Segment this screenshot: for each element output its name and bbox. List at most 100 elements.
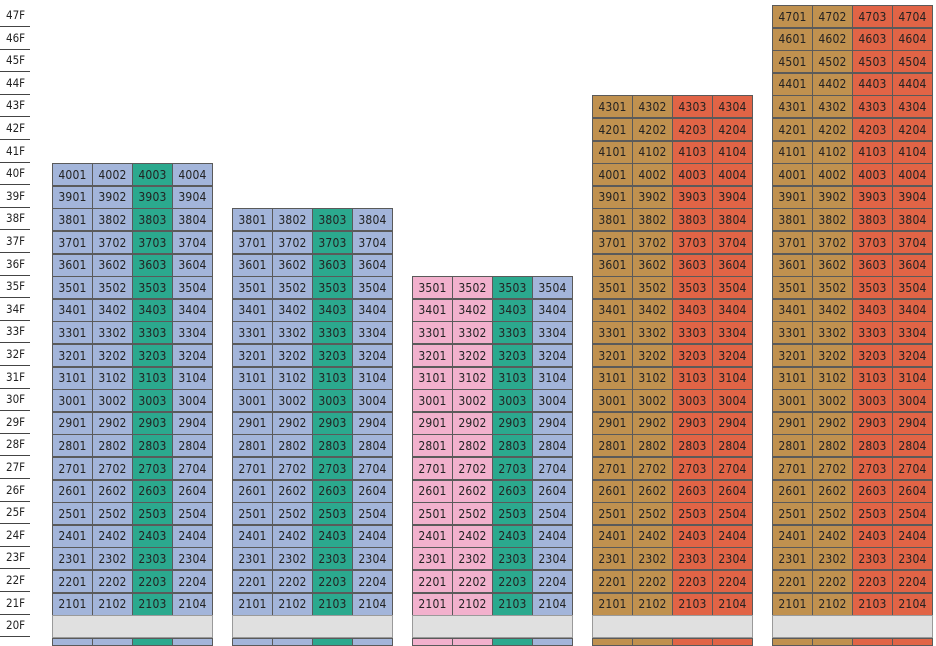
- unit-2901[interactable]: 2901: [412, 411, 453, 435]
- unit-3702[interactable]: 3702: [92, 231, 133, 254]
- unit-2303[interactable]: 2303: [672, 547, 713, 571]
- unit-3504[interactable]: 3504: [712, 276, 753, 300]
- unit-3203[interactable]: 3203: [312, 344, 353, 367]
- unit-3402[interactable]: 3402: [272, 298, 313, 322]
- unit-3602[interactable]: 3602: [92, 253, 133, 277]
- unit-3603[interactable]: 3603: [852, 253, 893, 277]
- unit-3504[interactable]: 3504: [352, 276, 393, 300]
- unit-2901[interactable]: 2901: [52, 411, 93, 435]
- unit-2302[interactable]: 2302: [812, 547, 853, 571]
- unit-2403[interactable]: 2403: [312, 524, 353, 548]
- unit-3004[interactable]: 3004: [172, 389, 213, 413]
- unit-2501[interactable]: 2501: [772, 502, 813, 526]
- unit-3601[interactable]: 3601: [592, 253, 633, 277]
- unit-2204[interactable]: 2204: [352, 570, 393, 593]
- unit-2503[interactable]: 2503: [132, 502, 173, 526]
- unit-3201[interactable]: 3201: [232, 344, 273, 367]
- unit-2601[interactable]: 2601: [592, 479, 633, 503]
- unit-2501[interactable]: 2501: [412, 502, 453, 526]
- unit-4403[interactable]: 4403: [852, 72, 893, 96]
- unit-3304[interactable]: 3304: [172, 321, 213, 345]
- unit-3303[interactable]: 3303: [132, 321, 173, 345]
- unit-3104[interactable]: 3104: [712, 366, 753, 390]
- unit-2504[interactable]: 2504: [712, 502, 753, 526]
- unit-2603[interactable]: 2603: [492, 479, 533, 503]
- unit-2404[interactable]: 2404: [892, 524, 933, 548]
- unit-2804[interactable]: 2804: [892, 434, 933, 458]
- unit-2103[interactable]: 2103: [492, 592, 533, 616]
- unit-2903[interactable]: 2903: [852, 411, 893, 435]
- unit-2403[interactable]: 2403: [132, 524, 173, 548]
- unit-2603[interactable]: 2603: [852, 479, 893, 503]
- unit-2702[interactable]: 2702: [272, 457, 313, 480]
- unit-4701[interactable]: 4701: [772, 5, 813, 28]
- unit-3902[interactable]: 3902: [812, 185, 853, 209]
- unit-3501[interactable]: 3501: [592, 276, 633, 300]
- unit-2603[interactable]: 2603: [132, 479, 173, 503]
- unit-3404[interactable]: 3404: [532, 298, 573, 322]
- unit-2303[interactable]: 2303: [132, 547, 173, 571]
- unit-2602[interactable]: 2602: [92, 479, 133, 503]
- unit-4301[interactable]: 4301: [592, 95, 633, 119]
- unit-2103[interactable]: 2103: [132, 592, 173, 616]
- unit-3501[interactable]: 3501: [772, 276, 813, 300]
- unit-3202[interactable]: 3202: [812, 344, 853, 367]
- unit-3904[interactable]: 3904: [172, 185, 213, 209]
- unit-3401[interactable]: 3401: [772, 298, 813, 322]
- unit-2904[interactable]: 2904: [892, 411, 933, 435]
- unit-3303[interactable]: 3303: [312, 321, 353, 345]
- unit-3001[interactable]: 3001: [412, 389, 453, 413]
- unit-3404[interactable]: 3404: [172, 298, 213, 322]
- unit-4003[interactable]: 4003: [672, 163, 713, 187]
- unit-4102[interactable]: 4102: [632, 140, 673, 164]
- unit-2601[interactable]: 2601: [52, 479, 93, 503]
- unit-3403[interactable]: 3403: [312, 298, 353, 322]
- unit-2701[interactable]: 2701: [52, 457, 93, 480]
- unit-3204[interactable]: 3204: [712, 344, 753, 367]
- unit-4003[interactable]: 4003: [852, 163, 893, 187]
- unit-2703[interactable]: 2703: [852, 457, 893, 480]
- unit-2801[interactable]: 2801: [52, 434, 93, 458]
- unit-2503[interactable]: 2503: [312, 502, 353, 526]
- unit-3301[interactable]: 3301: [592, 321, 633, 345]
- unit-3501[interactable]: 3501: [52, 276, 93, 300]
- unit-3701[interactable]: 3701: [592, 231, 633, 254]
- unit-3801[interactable]: 3801: [52, 208, 93, 232]
- unit-2203[interactable]: 2203: [132, 570, 173, 593]
- unit-3703[interactable]: 3703: [672, 231, 713, 254]
- unit-3404[interactable]: 3404: [892, 298, 933, 322]
- unit-4104[interactable]: 4104: [712, 140, 753, 164]
- unit-3504[interactable]: 3504: [532, 276, 573, 300]
- unit-2804[interactable]: 2804: [172, 434, 213, 458]
- unit-3301[interactable]: 3301: [232, 321, 273, 345]
- unit-2203[interactable]: 2203: [852, 570, 893, 593]
- unit-3802[interactable]: 3802: [272, 208, 313, 232]
- unit-3004[interactable]: 3004: [532, 389, 573, 413]
- unit-2101[interactable]: 2101: [52, 592, 93, 616]
- unit-3001[interactable]: 3001: [232, 389, 273, 413]
- unit-3502[interactable]: 3502: [452, 276, 493, 300]
- unit-2701[interactable]: 2701: [412, 457, 453, 480]
- unit-3103[interactable]: 3103: [312, 366, 353, 390]
- unit-2902[interactable]: 2902: [812, 411, 853, 435]
- unit-3304[interactable]: 3304: [712, 321, 753, 345]
- unit-2604[interactable]: 2604: [172, 479, 213, 503]
- unit-2703[interactable]: 2703: [492, 457, 533, 480]
- unit-4303[interactable]: 4303: [672, 95, 713, 119]
- unit-2604[interactable]: 2604: [352, 479, 393, 503]
- unit-4402[interactable]: 4402: [812, 72, 853, 96]
- unit-3002[interactable]: 3002: [812, 389, 853, 413]
- unit-4602[interactable]: 4602: [812, 27, 853, 51]
- unit-3001[interactable]: 3001: [52, 389, 93, 413]
- unit-2401[interactable]: 2401: [52, 524, 93, 548]
- unit-2204[interactable]: 2204: [712, 570, 753, 593]
- unit-2801[interactable]: 2801: [772, 434, 813, 458]
- unit-3201[interactable]: 3201: [412, 344, 453, 367]
- unit-3003[interactable]: 3003: [492, 389, 533, 413]
- unit-2201[interactable]: 2201: [412, 570, 453, 593]
- unit-3103[interactable]: 3103: [492, 366, 533, 390]
- unit-4201[interactable]: 4201: [772, 118, 813, 141]
- unit-3401[interactable]: 3401: [232, 298, 273, 322]
- unit-2402[interactable]: 2402: [812, 524, 853, 548]
- unit-2103[interactable]: 2103: [672, 592, 713, 616]
